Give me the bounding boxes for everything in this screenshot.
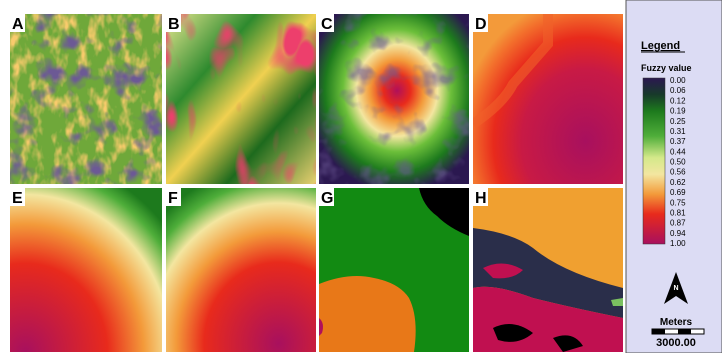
map-panel bbox=[319, 14, 469, 184]
legend-label: 1.00 bbox=[670, 239, 686, 248]
north-label: N bbox=[673, 285, 678, 292]
panel-label: A bbox=[12, 16, 24, 33]
panel-label: H bbox=[475, 190, 487, 207]
legend-label: 0.06 bbox=[670, 86, 686, 95]
map-panel bbox=[319, 188, 469, 352]
legend-label: 0.81 bbox=[670, 208, 686, 217]
page: {"panels": [{"label": "A"}, {"label": "B… bbox=[0, 0, 722, 353]
legend-label: 0.31 bbox=[670, 127, 686, 136]
panel-label: D bbox=[475, 16, 487, 33]
legend-label: 0.56 bbox=[670, 168, 686, 177]
panel-label: C bbox=[321, 16, 333, 33]
map-panel bbox=[166, 188, 316, 352]
legend-label: 0.94 bbox=[670, 229, 686, 238]
legend-label: 0.50 bbox=[670, 158, 686, 167]
legend-label: 0.00 bbox=[670, 76, 686, 85]
map-panel bbox=[473, 188, 623, 352]
color-ramp bbox=[643, 78, 665, 244]
legend-label: 0.75 bbox=[670, 198, 686, 207]
scale-value: 3000.00 bbox=[656, 337, 696, 349]
legend-label: 0.37 bbox=[670, 137, 686, 146]
map-panel bbox=[10, 188, 162, 352]
legend-label: 0.62 bbox=[670, 178, 686, 187]
figure: A B C D E F G H Legend Fuzzy value 0.000.060.12… bbox=[0, 0, 722, 353]
panel-label: F bbox=[168, 190, 178, 207]
map-panel bbox=[10, 14, 162, 184]
legend-subtitle: Fuzzy value bbox=[641, 63, 692, 73]
scale-unit: Meters bbox=[660, 317, 693, 328]
legend-label: 0.25 bbox=[670, 117, 686, 126]
legend-label: 0.69 bbox=[670, 188, 686, 197]
panel-label: G bbox=[321, 190, 333, 207]
map-panel bbox=[166, 14, 316, 184]
scale-bar bbox=[652, 329, 704, 334]
legend-label: 0.19 bbox=[670, 107, 686, 116]
legend-label: 0.12 bbox=[670, 96, 686, 105]
map-panel bbox=[473, 14, 623, 184]
legend-title: Legend bbox=[641, 40, 680, 52]
legend-label: 0.44 bbox=[670, 147, 686, 156]
panel-label: B bbox=[168, 16, 180, 33]
panel-label: E bbox=[12, 190, 23, 207]
legend-labels: 0.000.060.12 0.190.250.310.370.44 0.500.56… bbox=[670, 76, 686, 248]
legend-label: 0.87 bbox=[670, 219, 686, 228]
